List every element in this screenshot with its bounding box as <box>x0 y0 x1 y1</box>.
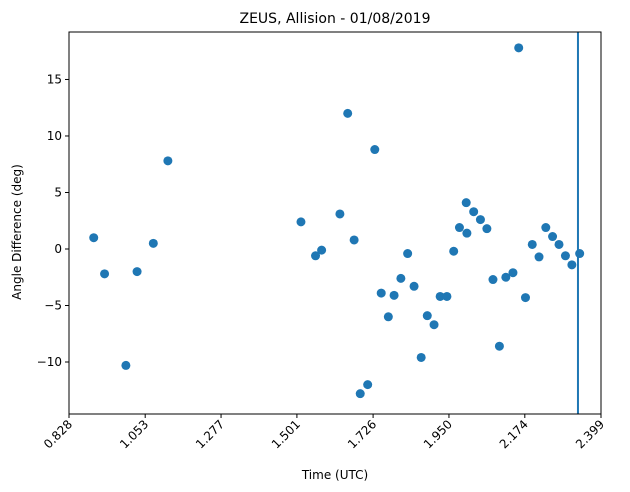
data-point <box>370 145 380 155</box>
y-tick-label: −5 <box>44 299 62 313</box>
data-point <box>416 352 426 362</box>
x-tick-label: 1.950 <box>421 417 455 451</box>
data-point <box>501 272 511 282</box>
data-point <box>560 251 570 261</box>
x-axis-ticks: 0.828 1.053 1.277 1.501 1.726 1.950 2.174 2.399 <box>41 414 607 451</box>
x-tick-label: 2.174 <box>497 417 531 451</box>
y-axis-label: Angle Difference (deg) <box>10 164 24 300</box>
data-point <box>349 235 359 245</box>
y-axis-ticks: −10 −5 0 5 10 15 <box>37 72 69 369</box>
x-tick-label: 1.501 <box>269 417 303 451</box>
data-point <box>389 290 399 300</box>
data-point <box>494 341 504 351</box>
data-point <box>488 275 498 285</box>
y-tick-label: 0 <box>54 242 62 256</box>
data-point <box>296 217 306 227</box>
data-point <box>100 269 110 279</box>
data-points <box>89 43 585 399</box>
x-tick-label: 1.726 <box>345 417 379 451</box>
data-point <box>376 288 386 298</box>
data-point <box>311 251 321 261</box>
data-point <box>442 291 452 301</box>
plot-frame <box>68 31 602 415</box>
data-point <box>520 293 530 303</box>
data-point <box>461 198 471 208</box>
data-point <box>482 224 492 234</box>
data-point <box>567 260 577 270</box>
x-tick-label: 0.828 <box>41 417 75 451</box>
chart-title: ZEUS, Allision - 01/08/2019 <box>240 11 431 27</box>
data-point <box>335 209 345 219</box>
data-point <box>449 246 459 256</box>
data-point <box>514 43 524 53</box>
y-tick-label: −10 <box>37 355 62 369</box>
data-point <box>409 281 419 291</box>
data-point <box>469 207 479 217</box>
x-tick-label: 1.277 <box>193 417 227 451</box>
data-point <box>475 215 485 225</box>
data-point <box>121 360 131 370</box>
data-point <box>429 320 439 330</box>
data-point <box>454 223 464 233</box>
y-tick-label: 10 <box>47 129 62 143</box>
data-point <box>396 273 406 283</box>
y-tick-label: 5 <box>54 185 62 199</box>
data-point <box>541 223 551 233</box>
x-tick-label: 1.053 <box>117 417 151 451</box>
data-point <box>548 232 558 242</box>
data-point <box>422 311 432 321</box>
data-point <box>403 249 413 259</box>
data-point <box>148 238 158 248</box>
data-point <box>435 291 445 301</box>
data-point <box>534 252 544 262</box>
x-tick-label: 2.399 <box>573 417 607 451</box>
y-tick-label: 15 <box>47 72 62 86</box>
data-point <box>317 245 327 255</box>
data-point <box>363 380 373 390</box>
data-point <box>462 228 472 238</box>
data-point <box>508 268 518 278</box>
data-point <box>343 108 353 118</box>
data-point <box>383 312 393 322</box>
x-axis-label: Time (UTC) <box>301 468 368 482</box>
data-point <box>554 239 564 249</box>
data-point <box>527 239 537 249</box>
data-point <box>355 389 365 399</box>
data-point <box>163 156 173 166</box>
data-point <box>89 233 99 243</box>
data-point <box>132 267 142 277</box>
data-point <box>575 249 585 259</box>
